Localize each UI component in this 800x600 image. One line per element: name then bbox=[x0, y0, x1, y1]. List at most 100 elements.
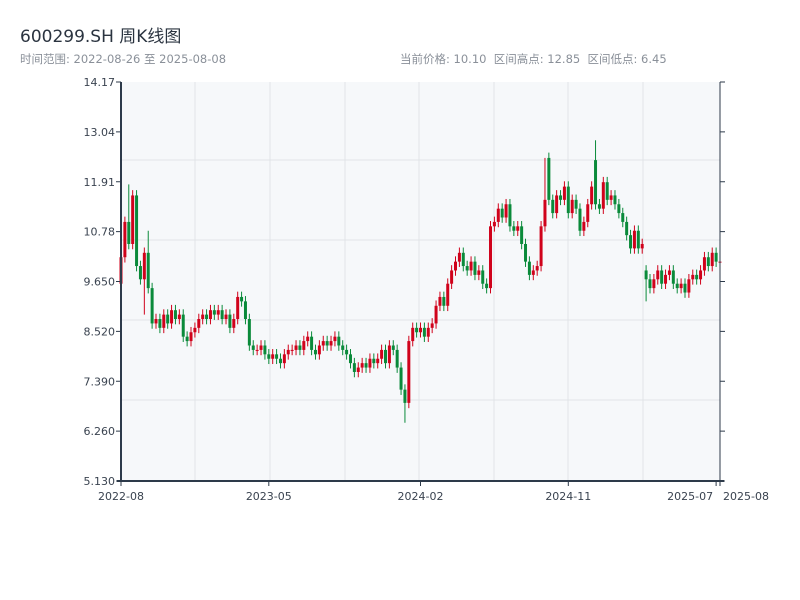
candle-body bbox=[609, 195, 613, 200]
candle-body bbox=[263, 345, 267, 355]
candle-body bbox=[286, 349, 290, 355]
candle-body bbox=[512, 226, 516, 231]
candle-body bbox=[469, 261, 473, 271]
candle-body bbox=[189, 332, 193, 342]
candle-body bbox=[310, 336, 314, 350]
candle-body bbox=[220, 310, 224, 320]
candle-body bbox=[671, 270, 675, 284]
candle-body bbox=[154, 319, 158, 324]
plot-background bbox=[121, 82, 720, 481]
candle-body bbox=[146, 252, 150, 289]
candle-body bbox=[613, 195, 617, 205]
candle-body bbox=[508, 204, 512, 227]
candle-body bbox=[380, 349, 384, 359]
chart-title: 600299.SH 周K线图 bbox=[20, 27, 182, 47]
candle-body bbox=[675, 283, 679, 289]
candle-body bbox=[516, 226, 520, 231]
y-tick-label: 11.91 bbox=[84, 176, 116, 189]
candle-body bbox=[341, 345, 345, 350]
candle-body bbox=[348, 354, 352, 364]
candle-body bbox=[481, 270, 485, 284]
candle-body bbox=[597, 204, 601, 209]
candle-body bbox=[337, 336, 341, 346]
y-tick-label: 5.130 bbox=[84, 475, 116, 488]
candle-body bbox=[492, 221, 496, 227]
y-tick-label: 10.78 bbox=[84, 226, 116, 239]
candle-body bbox=[177, 314, 181, 320]
candle-body bbox=[205, 314, 209, 320]
candle-body bbox=[426, 327, 430, 337]
candle-body bbox=[127, 221, 131, 244]
candle-body bbox=[298, 345, 302, 350]
candle-body bbox=[166, 314, 170, 324]
candle-body bbox=[590, 186, 594, 205]
y-tick-label: 9.650 bbox=[84, 276, 116, 289]
candle-body bbox=[477, 270, 481, 275]
candle-body bbox=[325, 341, 329, 346]
candle-body bbox=[450, 270, 454, 284]
candle-body bbox=[531, 270, 535, 275]
candle-body bbox=[181, 314, 185, 337]
candle-body bbox=[212, 310, 216, 315]
candle-body bbox=[224, 314, 228, 320]
candle-body bbox=[345, 349, 349, 355]
candle-body bbox=[267, 354, 271, 359]
x-tick-label: 2024-11 bbox=[545, 490, 591, 503]
candle-body bbox=[640, 243, 644, 249]
candle-body bbox=[294, 345, 298, 350]
candle-body bbox=[356, 367, 360, 372]
y-tick-label: 8.520 bbox=[84, 325, 116, 338]
candle-body bbox=[574, 199, 578, 209]
candle-body bbox=[411, 327, 415, 342]
candle-body bbox=[566, 186, 570, 214]
candle-body bbox=[240, 296, 244, 302]
candle-body bbox=[543, 199, 547, 227]
candle-body bbox=[710, 252, 714, 267]
candle-body bbox=[201, 314, 205, 320]
candle-body bbox=[162, 314, 166, 328]
candle-body bbox=[422, 327, 426, 337]
candle-body bbox=[520, 226, 524, 244]
x-tick-label: 2022-08 bbox=[98, 490, 144, 503]
candle-body bbox=[197, 319, 201, 328]
candle-body bbox=[255, 349, 259, 351]
candle-body bbox=[251, 345, 255, 350]
candle-body bbox=[465, 266, 469, 271]
candle-body bbox=[648, 279, 652, 289]
candle-body bbox=[442, 296, 446, 306]
candle-body bbox=[275, 354, 279, 359]
candle-body bbox=[193, 327, 197, 333]
candle-body bbox=[185, 336, 189, 342]
candle-body bbox=[582, 221, 586, 231]
candle-body bbox=[629, 235, 633, 249]
candle-body bbox=[131, 195, 135, 244]
candle-body bbox=[170, 310, 174, 324]
candle-body bbox=[329, 341, 333, 346]
candle-body bbox=[407, 341, 411, 403]
candle-body bbox=[489, 226, 493, 289]
candle-body bbox=[282, 354, 286, 364]
candle-body bbox=[278, 358, 282, 364]
candle-body bbox=[664, 274, 668, 284]
candle-body bbox=[636, 230, 640, 249]
candle-body bbox=[695, 274, 699, 280]
candle-body bbox=[434, 305, 438, 324]
candle-body bbox=[150, 288, 154, 324]
y-tick-label: 6.260 bbox=[84, 425, 116, 438]
candle-body bbox=[699, 270, 703, 280]
candle-body bbox=[302, 341, 306, 350]
candle-body bbox=[228, 314, 232, 328]
candle-body bbox=[687, 279, 691, 293]
candle-body bbox=[372, 358, 376, 364]
y-tick-label: 14.17 bbox=[84, 76, 116, 89]
candle-body bbox=[313, 349, 317, 355]
candle-body bbox=[485, 283, 489, 289]
candle-body bbox=[368, 358, 372, 368]
candle-body bbox=[535, 266, 539, 271]
candle-body bbox=[399, 367, 403, 390]
candle-body bbox=[383, 349, 387, 364]
x-tick-label: 2024-02 bbox=[398, 490, 444, 503]
candle-body bbox=[578, 208, 582, 231]
candle-body bbox=[415, 327, 419, 333]
